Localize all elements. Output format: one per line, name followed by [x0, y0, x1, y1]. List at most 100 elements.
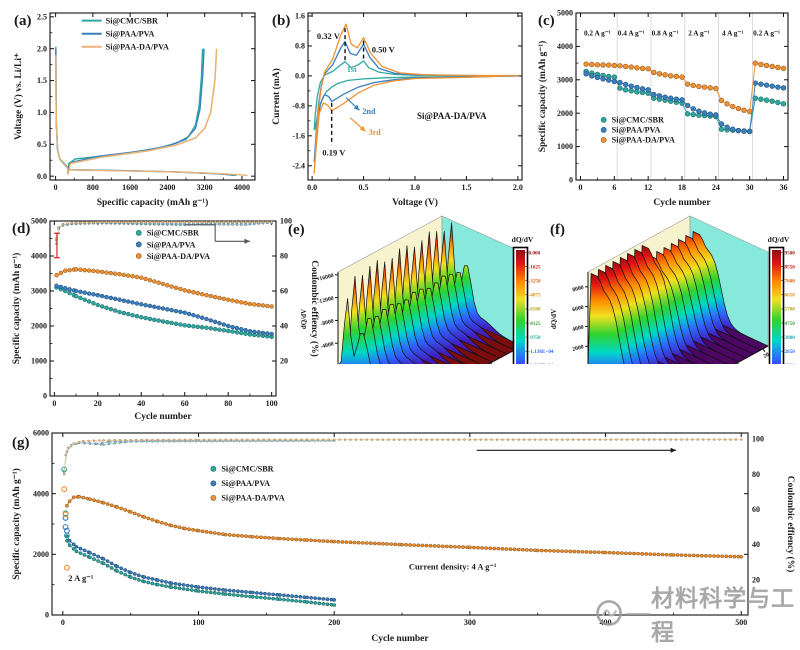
y-tick-label: 1.6	[295, 12, 305, 21]
x-tick-label: 4000	[234, 183, 250, 192]
legend-label: Si@PAA/PVA	[147, 240, 196, 249]
panel-a-chart: 0 800 1600 2400 3200 4000 0.0 0.5 1.0 1.5 2.0 2.5 Sp…	[13, 12, 256, 208]
panel-letter: (c)	[538, 13, 555, 29]
panel-g-longterm-cycling: 0 100 200 300 400 500 0 2000 4000 6000 20 40 60 80 100…	[8, 428, 796, 650]
y2-tick-label: 100	[752, 435, 764, 444]
x-tick-label: 0	[579, 183, 583, 192]
colorbar-tick-label: 5700	[785, 307, 796, 313]
colorbar-tick-label: -1.138E+04	[529, 349, 554, 355]
y-tick-label: 3000	[31, 287, 47, 296]
z-axis-label: dQ/dV	[300, 309, 308, 329]
colorbar-tick-label: 8550	[785, 264, 796, 270]
z-tick-label: -16000	[317, 273, 334, 283]
rate-label: 0.4 A g⁻¹	[618, 28, 645, 37]
watermark-text: 材料科学与工程	[651, 585, 796, 645]
x-axis-label: Cycle number	[134, 412, 192, 422]
z-tick-label: -8000	[320, 319, 335, 328]
x-tick-label: 12	[644, 183, 652, 192]
series-paa	[66, 535, 335, 601]
panel-letter: (e)	[288, 222, 305, 238]
series-paada	[66, 496, 742, 558]
x-tick-label: 18	[678, 183, 686, 192]
y-tick-label: 4000	[33, 489, 49, 498]
y2-tick-label: 60	[752, 505, 760, 514]
x-tick-label: 36	[779, 183, 787, 192]
y2-tick-label: 20	[752, 575, 760, 584]
x-tick-label: 1.5	[461, 183, 471, 192]
y-tick-label: 3000	[557, 75, 573, 84]
x-tick-label: 30	[746, 183, 754, 192]
y2-tick-label: 80	[280, 252, 288, 261]
colorbar-tick-label: 6650	[785, 293, 796, 299]
legend-label: Si@PAA-DA/PVA	[612, 136, 675, 145]
annotation-text: 2nd	[363, 107, 376, 116]
legend-label: Si@CMC/SBR	[221, 465, 273, 474]
x-tick-label: 400	[600, 618, 612, 627]
panel-letter: (a)	[14, 13, 32, 29]
y-tick-label: 2000	[557, 109, 573, 118]
y-tick-label: 2.5	[37, 12, 47, 21]
panel-c-rate-capability: 0 6 12 18 24 30 36 0 1000 2000 3000 4000 5000 Cycle n…	[534, 6, 794, 217]
y2-tick-label: 40	[280, 322, 288, 331]
x-tick-label: 100	[193, 618, 205, 627]
legend-label: Si@CMC/SBR	[612, 116, 664, 125]
annotation-text: 1st	[347, 65, 357, 74]
legend-label: Si@PAA-DA/PVA	[221, 494, 284, 503]
x-tick-label: 2400	[159, 183, 175, 192]
x-tick-label: 40	[137, 399, 145, 408]
x-tick-label: 0	[61, 618, 65, 627]
x-tick-label: 2.0	[513, 183, 523, 192]
annotation-text: Si@PAA-DA/PVA	[417, 111, 487, 121]
series-cmc	[55, 46, 234, 177]
panel-b-chart: 0.0 0.5 1.0 1.5 2.0 -2.4 -1.6 -0.8 0.0 0.8 1.6 Volt…	[271, 12, 523, 208]
annotation-text: 0.50 V	[372, 45, 396, 55]
z-tick-label: -12000	[317, 296, 334, 306]
panel-e-chart: -16000-12000-8000-40000.51.01.55101520Vo…	[288, 215, 554, 422]
colorbar-tick-label: 4750	[785, 321, 796, 327]
y-tick-label: 2.0	[37, 44, 47, 53]
x-axis-label: Cycle number	[371, 634, 429, 644]
watermark-dash: —	[626, 599, 651, 626]
x-tick-label: 0.0	[307, 183, 317, 192]
colorbar-tick-label: 1900	[785, 363, 796, 364]
x-tick-label: 3200	[197, 183, 213, 192]
rate-label: 2 A g⁻¹	[688, 28, 709, 37]
x-tick-label: 1.0	[410, 183, 420, 192]
z-tick-label: 6000	[572, 305, 585, 314]
y-tick-label: 1000	[31, 357, 47, 366]
y-tick-label: -0.8	[292, 101, 305, 110]
series-cmc_ce	[63, 440, 335, 473]
y-tick-label: 2000	[33, 550, 49, 559]
x-tick-label: 0	[52, 399, 56, 408]
rate-label: 0.2 A g⁻¹	[753, 28, 780, 37]
x-axis-label: Voltage (V)	[392, 197, 438, 208]
series-cmc	[313, 60, 519, 131]
panel-g-chart: 0 100 200 300 400 500 0 2000 4000 6000 20 40 60 80 100…	[11, 429, 796, 644]
y-tick-label: 5000	[31, 217, 47, 226]
y-tick-label: 0.8	[295, 42, 305, 51]
y2-tick-label: 80	[752, 470, 760, 479]
y-tick-label: 1.5	[37, 76, 47, 85]
x-tick-label: 24	[712, 183, 720, 192]
series-paa	[55, 48, 237, 177]
panel-a-voltage-capacity: 0 800 1600 2400 3200 4000 0.0 0.5 1.0 1.5 2.0 2.5 Sp…	[10, 6, 262, 217]
y-tick-label: 4000	[31, 252, 47, 261]
series-paada_light	[67, 48, 218, 175]
z-tick-label: 8000	[572, 285, 585, 294]
y-axis-label: Specific capacity (mAh g⁻¹)	[11, 253, 22, 365]
z-axis-label: dQ/dV	[550, 309, 558, 329]
legend-label: Si@PAA/PVA	[106, 30, 155, 39]
legend-label: Si@PAA/PVA	[612, 126, 661, 135]
c-tick-label: 20	[762, 352, 770, 360]
y-axis-label: Current (mA)	[271, 68, 282, 125]
annotation-text: 0.32 V	[317, 31, 341, 41]
watermark-logo	[596, 600, 622, 626]
legend-label: Si@PAA/PVA	[221, 479, 270, 488]
panel-f-chart: 80006000400020000.51.01.55101520Voltage(…	[550, 215, 797, 422]
y-axis-label: Specific capacity (mAh g⁻¹)	[11, 468, 22, 580]
y2-tick-label: 20	[280, 357, 288, 366]
x-tick-label: 6	[612, 183, 616, 192]
y-tick-label: 0	[45, 611, 49, 620]
colorbar-tick-label: 3800	[785, 335, 796, 341]
colorbar-tick-label: 7600	[785, 279, 796, 285]
